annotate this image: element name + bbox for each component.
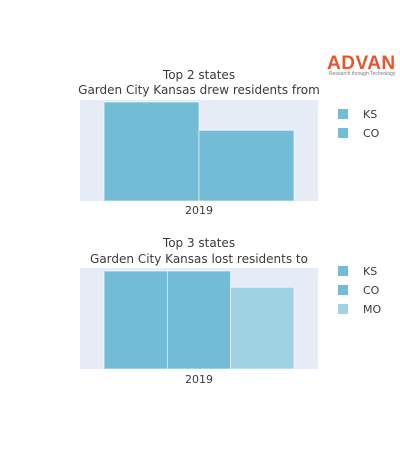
chart-2-legend[interactable]: KS CO MO xyxy=(338,265,381,316)
legend-swatch xyxy=(338,304,348,314)
legend-swatch xyxy=(338,285,348,295)
chart-1-title-line-1: Top 2 states xyxy=(162,68,235,82)
chart-1-legend-item-ks[interactable]: KS xyxy=(338,108,377,121)
chart-2: Top 3 states Garden City Kansas lost res… xyxy=(80,236,381,386)
legend-label: KS xyxy=(363,265,377,278)
chart-1-bar-co[interactable] xyxy=(198,130,295,202)
legend-label: KS xyxy=(363,108,377,121)
chart-1-legend-item-co[interactable]: CO xyxy=(338,127,380,140)
chart-2-legend-item-ks[interactable]: KS xyxy=(338,265,377,278)
legend-swatch xyxy=(338,109,348,119)
chart-2-legend-item-co[interactable]: CO xyxy=(338,284,380,297)
chart-1-x-tick-label: 2019 xyxy=(185,204,213,217)
chart-1-bar-ks[interactable] xyxy=(103,101,200,202)
legend-swatch xyxy=(338,266,348,276)
chart-2-legend-item-mo[interactable]: MO xyxy=(338,303,381,316)
brand-logo: ADVAN Research through Technology xyxy=(327,53,396,77)
legend-label: CO xyxy=(363,284,380,297)
chart-1-bars xyxy=(103,101,295,202)
chart-2-x-tick-label: 2019 xyxy=(185,373,213,386)
chart-2-bar-mo[interactable] xyxy=(230,286,295,370)
chart-2-bars xyxy=(103,270,295,370)
chart-2-title-line-1: Top 3 states xyxy=(162,236,235,250)
brand-logo-wordmark: ADVAN xyxy=(327,53,396,74)
chart-1: Top 2 states Garden City Kansas drew res… xyxy=(78,68,380,217)
legend-label: CO xyxy=(363,127,380,140)
chart-1-title-line-2: Garden City Kansas drew residents from xyxy=(78,83,320,97)
brand-logo-tagline: Research through Technology xyxy=(329,71,396,77)
legend-swatch xyxy=(338,128,348,138)
legend-label: MO xyxy=(363,303,381,316)
chart-2-bar-ks[interactable] xyxy=(103,270,168,370)
chart-1-legend[interactable]: KS CO xyxy=(338,108,380,140)
chart-2-title-line-2: Garden City Kansas lost residents to xyxy=(90,252,308,266)
chart-2-bar-co[interactable] xyxy=(167,270,231,370)
